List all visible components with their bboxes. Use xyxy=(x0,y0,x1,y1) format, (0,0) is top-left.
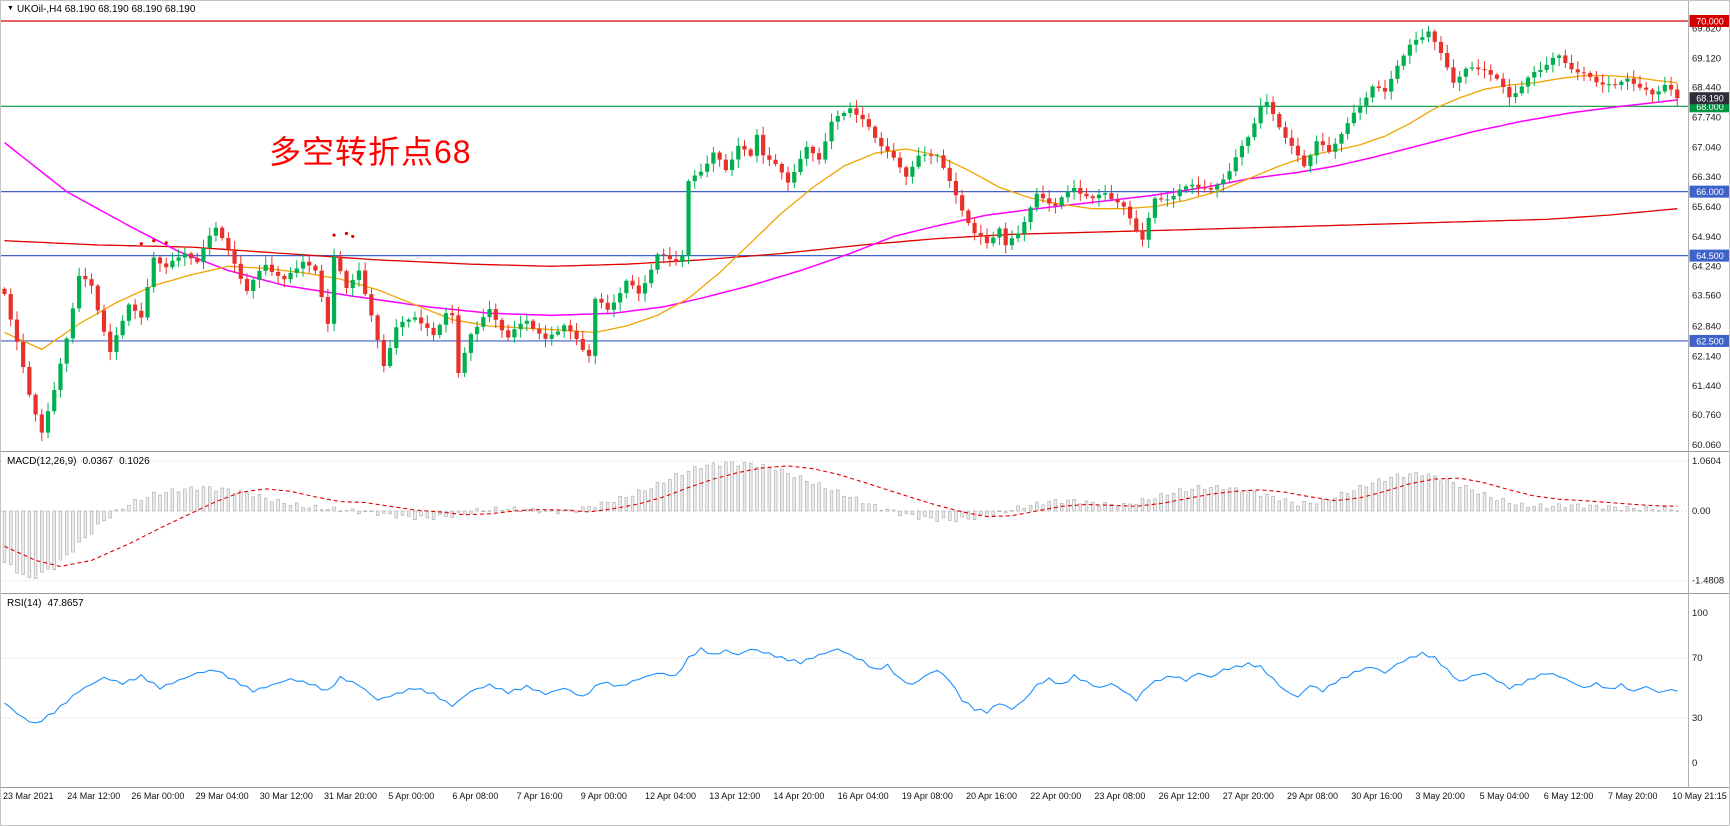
time-axis-label: 22 Apr 00:00 xyxy=(1030,791,1081,801)
time-axis-label: 10 May 21:15 xyxy=(1672,791,1727,801)
time-axis-label: 7 May 20:00 xyxy=(1608,791,1658,801)
signal-marker-icon xyxy=(351,234,355,239)
ma-slow-line xyxy=(4,208,1678,267)
time-axis-label: 29 Mar 04:00 xyxy=(196,791,249,801)
price-tick-label: 67.740 xyxy=(1692,112,1721,123)
price-tick-label: 65.640 xyxy=(1692,202,1721,213)
time-axis-label: 26 Mar 00:00 xyxy=(131,791,184,801)
svg-text:66.000: 66.000 xyxy=(1696,187,1724,197)
time-axis-label: 30 Mar 12:00 xyxy=(260,791,313,801)
time-axis-label: 14 Apr 20:00 xyxy=(773,791,824,801)
price-tick-label: 60.060 xyxy=(1692,440,1721,451)
level-price-badge: 62.500 xyxy=(1689,334,1729,347)
signal-marker-icon xyxy=(164,241,168,245)
price-panel[interactable] xyxy=(1,20,1688,442)
time-axis-label: 20 Apr 16:00 xyxy=(966,791,1017,801)
level-price-badge: 66.000 xyxy=(1689,185,1729,198)
last-price-badge: 68.190 xyxy=(1689,92,1729,105)
price-tick-label: 69.820 xyxy=(1692,24,1721,35)
level-price-badge: 64.500 xyxy=(1689,249,1729,262)
price-tick-label: 69.120 xyxy=(1692,54,1721,65)
rsi-tick-label: 30 xyxy=(1692,713,1703,724)
time-axis-label: 19 Apr 08:00 xyxy=(902,791,953,801)
price-tick-label: 66.340 xyxy=(1692,172,1721,183)
candlesticks xyxy=(2,25,1680,442)
time-axis-label: 7 Apr 16:00 xyxy=(517,791,563,801)
macd-tick-label: 1.0604 xyxy=(1692,456,1721,467)
time-axis-label: 23 Apr 08:00 xyxy=(1094,791,1145,801)
time-axis-label: 5 May 04:00 xyxy=(1480,791,1530,801)
price-tick-label: 60.760 xyxy=(1692,410,1721,421)
time-axis-label: 30 Apr 16:00 xyxy=(1351,791,1402,801)
time-axis-label: 29 Apr 08:00 xyxy=(1287,791,1338,801)
time-axis-label: 13 Apr 12:00 xyxy=(709,791,760,801)
svg-text:70.000: 70.000 xyxy=(1696,17,1724,27)
rsi-tick-label: 0 xyxy=(1692,758,1697,769)
price-tick-label: 62.840 xyxy=(1692,321,1721,332)
time-axis-label: 9 Apr 00:00 xyxy=(581,791,627,801)
rsi-panel[interactable] xyxy=(1,647,1688,724)
price-tick-label: 68.440 xyxy=(1692,83,1721,94)
time-axis-label: 23 Mar 2021 xyxy=(3,791,54,801)
time-axis-label: 26 Apr 12:00 xyxy=(1159,791,1210,801)
level-price-badge: 70.000 xyxy=(1689,15,1729,27)
time-axis-label: 3 May 20:00 xyxy=(1415,791,1465,801)
rsi-tick-label: 100 xyxy=(1692,608,1708,619)
time-axis-label: 31 Mar 20:00 xyxy=(324,791,377,801)
svg-text:64.500: 64.500 xyxy=(1696,251,1724,261)
price-tick-label: 62.140 xyxy=(1692,351,1721,362)
signal-marker-icon xyxy=(152,239,156,243)
signal-marker-icon xyxy=(139,242,143,246)
price-tick-label: 67.040 xyxy=(1692,142,1721,153)
rsi-tick-label: 70 xyxy=(1692,653,1703,664)
time-axis-label: 12 Apr 04:00 xyxy=(645,791,696,801)
price-tick-label: 61.440 xyxy=(1692,381,1721,392)
signal-marker-icon xyxy=(344,231,349,236)
time-axis-label: 6 May 12:00 xyxy=(1544,791,1594,801)
price-tick-label: 64.940 xyxy=(1692,232,1721,243)
time-axis-label: 27 Apr 20:00 xyxy=(1223,791,1274,801)
price-tick-label: 64.240 xyxy=(1692,262,1721,273)
rsi-line xyxy=(4,647,1678,724)
ma-fast-line xyxy=(4,74,1678,351)
macd-tick-label: 0.00 xyxy=(1692,506,1711,517)
price-tick-label: 63.560 xyxy=(1692,291,1721,302)
signal-marker-icon xyxy=(332,233,336,237)
ma-mid-line xyxy=(4,99,1678,317)
svg-text:68.190: 68.190 xyxy=(1696,94,1724,104)
time-axis-label: 5 Apr 00:00 xyxy=(388,791,434,801)
time-axis-label: 16 Apr 04:00 xyxy=(838,791,889,801)
time-axis-label: 6 Apr 08:00 xyxy=(452,791,498,801)
svg-text:62.500: 62.500 xyxy=(1696,336,1724,346)
macd-signal-line xyxy=(4,465,1678,568)
svg-text:68.000: 68.000 xyxy=(1696,102,1724,112)
time-axis-label: 24 Mar 12:00 xyxy=(67,791,120,801)
macd-tick-label: -1.4808 xyxy=(1692,576,1724,587)
macd-panel[interactable] xyxy=(1,460,1688,582)
